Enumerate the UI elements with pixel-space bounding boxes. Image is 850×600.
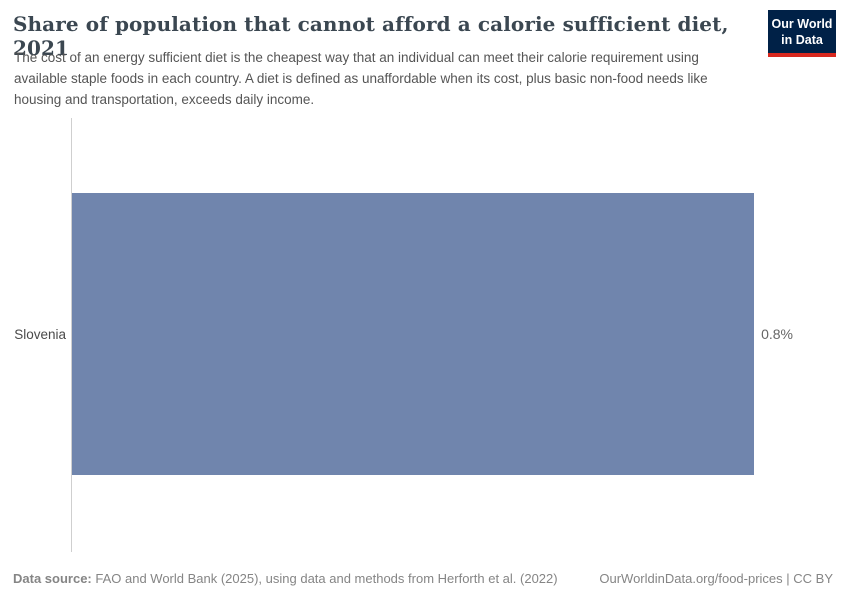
data-source-label: Data source: <box>13 571 92 586</box>
chart-title: Share of population that cannot afford a… <box>13 12 729 60</box>
data-source-text: FAO and World Bank (2025), using data an… <box>91 571 558 586</box>
credit-link[interactable]: OurWorldinData.org/food-prices | CC BY <box>599 571 833 586</box>
owid-logo-line1: Our World <box>771 17 833 31</box>
bar-slovenia[interactable] <box>72 193 755 475</box>
value-label: 0.8% <box>761 326 793 342</box>
chart-subtitle: The cost of an energy sufficient diet is… <box>14 50 708 107</box>
bar-chart: Slovenia 0.8% <box>0 118 850 552</box>
data-source-note: Data source: FAO and World Bank (2025), … <box>13 571 558 586</box>
owid-logo: Our World in Data <box>768 10 836 58</box>
chart-footer: Data source: FAO and World Bank (2025), … <box>13 571 833 586</box>
y-axis-line <box>71 118 72 552</box>
owid-logo-line2: in Data <box>781 32 823 47</box>
bar-track: 0.8% <box>72 193 793 475</box>
entity-label-slovenia: Slovenia <box>14 326 66 342</box>
